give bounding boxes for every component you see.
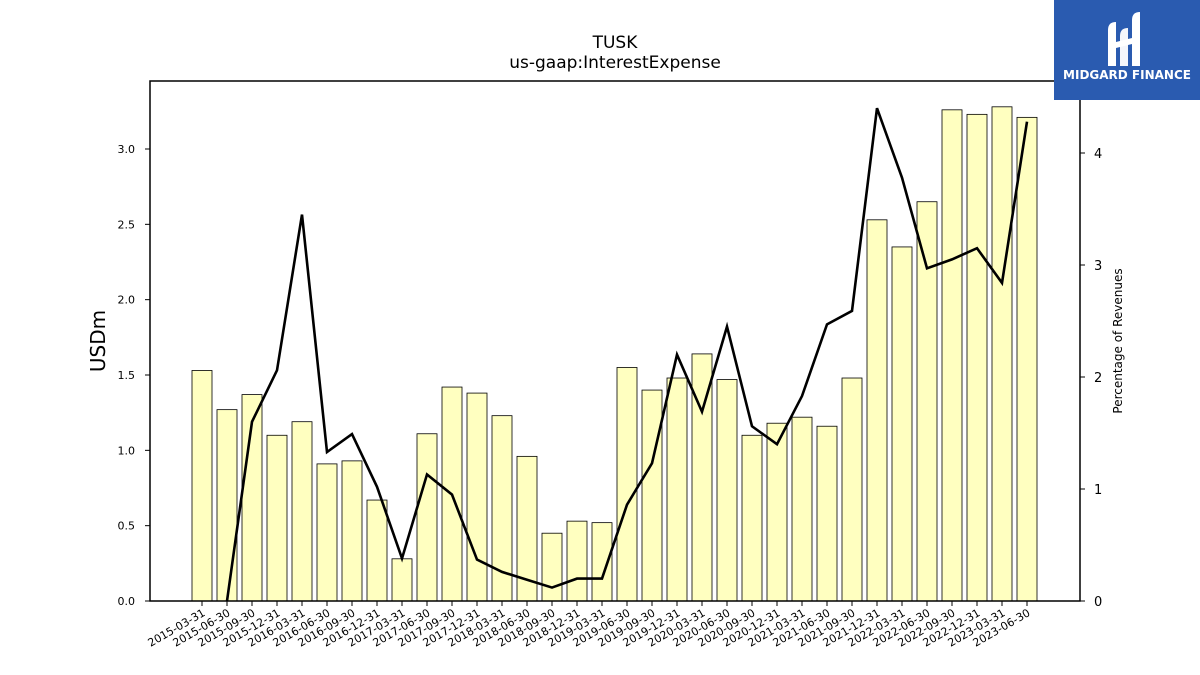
bar-2020-06-30 [716, 379, 738, 602]
bar-2021-09-30 [841, 377, 863, 602]
bar-2015-12-31 [266, 434, 288, 602]
bar-2016-06-30 [316, 463, 338, 602]
bar-2019-06-30 [616, 367, 638, 602]
bar-2018-12-31 [566, 520, 588, 602]
chart-subtitle: us-gaap:InterestExpense [509, 53, 721, 73]
bar-2017-06-30 [416, 433, 438, 602]
bar-2022-03-31 [891, 246, 913, 602]
bar-2023-06-30 [1016, 116, 1038, 602]
y2-axis-label: Percentage of Revenues [1111, 268, 1125, 413]
y2-tick-label: 2 [1094, 371, 1102, 386]
bar-2022-09-30 [941, 109, 963, 602]
bar-2021-03-31 [791, 416, 813, 602]
logo-mark-icon [1108, 12, 1140, 66]
y2-tick-label: 0 [1094, 595, 1102, 610]
bar-2016-03-31 [291, 421, 313, 602]
bar-2016-09-30 [341, 460, 363, 602]
bar-2019-12-31 [666, 377, 688, 602]
bar-2016-12-31 [366, 499, 388, 602]
y-tick-label: 1.5 [118, 369, 136, 382]
bar-2015-06-30 [216, 409, 238, 602]
y2-tick-label: 1 [1094, 483, 1102, 498]
logo-text: MIDGARD FINANCE [1063, 68, 1191, 82]
bar-2023-03-31 [991, 106, 1013, 602]
percentage-line [225, 107, 1029, 602]
bar-2017-03-31 [391, 558, 413, 602]
bar-2022-06-30 [916, 201, 938, 602]
y2-tick-label: 4 [1094, 147, 1102, 162]
y-tick-label: 2.5 [118, 218, 136, 231]
bar-2017-12-31 [466, 392, 488, 602]
bar-2019-09-30 [641, 389, 663, 602]
y-axis-label: USDm [86, 310, 110, 372]
chart-title: TUSK [592, 33, 639, 53]
bar-2021-06-30 [816, 425, 838, 602]
brand-logo: MIDGARD FINANCE [1054, 0, 1200, 100]
bar-2022-12-31 [966, 113, 988, 602]
plot-frame [149, 80, 1081, 602]
bar-2020-12-31 [766, 422, 788, 602]
y-tick-label: 2.0 [118, 294, 136, 307]
bar-2020-09-30 [741, 434, 763, 602]
bar-2021-12-31 [866, 219, 888, 602]
y-tick-label: 1.0 [118, 444, 136, 457]
y2-tick-label: 3 [1094, 259, 1102, 274]
y-tick-label: 3.0 [118, 143, 136, 156]
bar-2018-09-30 [541, 532, 563, 602]
y-tick-label: 0.0 [118, 595, 136, 608]
y-tick-label: 0.5 [118, 520, 136, 533]
bar-2015-03-31 [191, 370, 213, 602]
